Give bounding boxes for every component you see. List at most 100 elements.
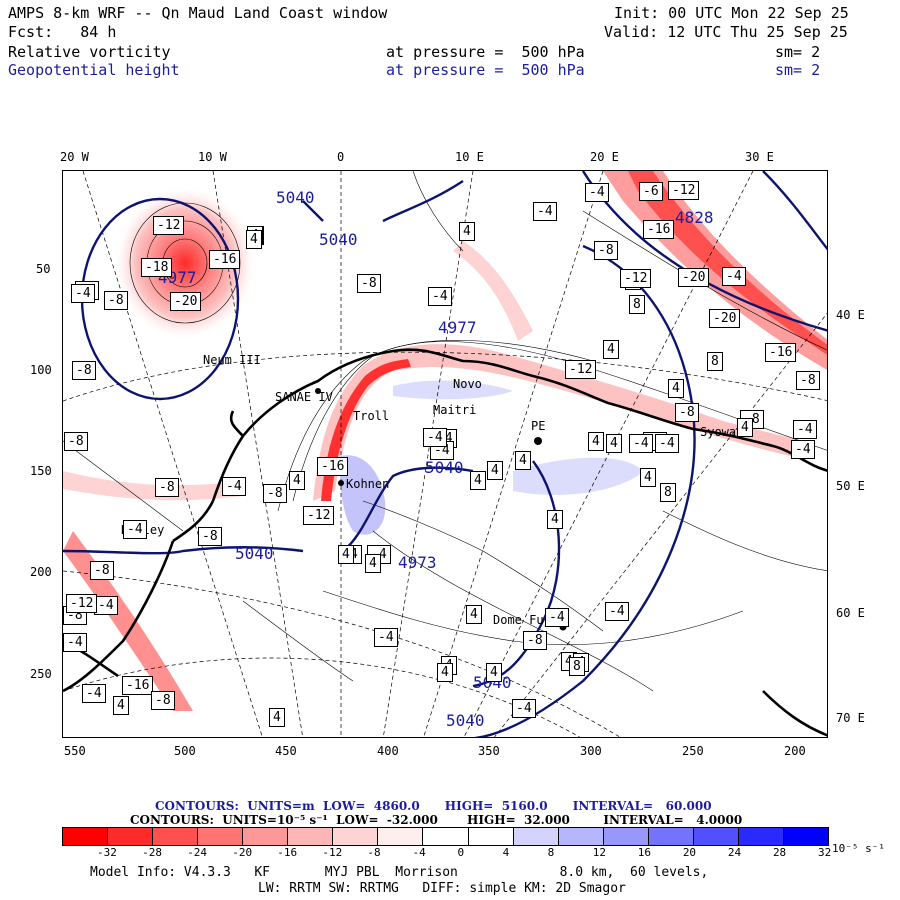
height-label: 4973	[398, 553, 437, 572]
x-tick-label: 250	[682, 744, 704, 758]
vorticity-value-box: -12	[620, 269, 652, 288]
forecast-hour: Fcst: 84 h	[8, 23, 117, 41]
vorticity-value-box: 4	[269, 708, 285, 727]
colorbar-tick-label: 28	[772, 846, 787, 859]
vorticity-value-box: -8	[594, 241, 618, 260]
vorticity-value-box: -18	[141, 258, 173, 277]
colorbar-cell	[107, 827, 154, 846]
colorbar-tick-label: 0	[457, 846, 465, 859]
map-svg	[63, 171, 827, 737]
vorticity-value-box: -4	[605, 602, 629, 621]
vorticity-value-box: -4	[655, 434, 679, 453]
vorticity-value-box: -4	[585, 183, 609, 202]
vorticity-value-box: 8	[569, 657, 585, 676]
vorticity-value-box: -8	[104, 291, 128, 310]
field2-smoothing: sm= 2	[775, 61, 821, 79]
vorticity-band-core	[321, 359, 411, 501]
vorticity-value-box: 4	[466, 605, 482, 624]
height-label: 5040	[319, 230, 358, 249]
vorticity-value-box: 4	[603, 340, 619, 359]
height-label: 5040	[425, 458, 464, 477]
vorticity-value-box: 4	[437, 663, 453, 682]
colorbar-tick-label: -20	[232, 846, 253, 859]
model-info-line1: Model Info: V4.3.3 KF MYJ PBL Morrison 8…	[90, 865, 709, 880]
field2-name: Geopotential height	[8, 61, 180, 79]
vorticity-value-box: 4	[606, 434, 622, 453]
colorbar-cell	[602, 827, 650, 846]
colorbar-cell	[422, 827, 470, 846]
vorticity-value-box: 8	[707, 352, 723, 371]
vorticity-value-box: -8	[155, 478, 179, 497]
station-label: Syowa	[700, 425, 737, 439]
vorticity-value-box: -4	[222, 477, 246, 496]
vorticity-value-box: 4	[547, 510, 563, 529]
vorticity-value-box: -8	[64, 432, 88, 451]
vorticity-value-box: -4	[512, 699, 536, 718]
vorticity-value-box: 4	[338, 545, 354, 564]
lon-label-top: 20 E	[590, 150, 619, 164]
vorticity-value-box: -8	[90, 561, 114, 580]
vorticity-value-box: -12	[66, 594, 98, 613]
vorticity-value-box: 4	[486, 663, 502, 682]
vorticity-value-box: 4	[365, 554, 381, 573]
station-label: Novo	[453, 377, 482, 391]
vorticity-value-box: -12	[153, 216, 185, 235]
y-tick-label: 50	[36, 262, 51, 276]
x-tick-label: 350	[478, 744, 500, 758]
vorticity-value-box: 4	[487, 461, 503, 480]
colorbar-tick-label: -12	[322, 846, 343, 859]
colorbar-cell	[197, 827, 244, 846]
vorticity-value-box: -4	[793, 420, 817, 439]
vorticity-value-box: -4	[63, 633, 87, 652]
field1-name: Relative vorticity	[8, 43, 171, 61]
vorticity-value-box: -4	[533, 202, 557, 221]
vorticity-value-box: -8	[523, 631, 547, 650]
colorbar-tick-label: 16	[637, 846, 651, 859]
colorbar-cell	[287, 827, 334, 846]
station-label: Neum III	[203, 353, 261, 367]
vorticity-value-box: -16	[643, 220, 675, 239]
station-markers	[315, 388, 567, 631]
vorticity-value-box: 4	[289, 471, 305, 490]
vorticity-value-box: -4	[71, 284, 95, 303]
height-contour-info: CONTOURS: UNITS=m LOW= 4860.0 HIGH= 5160…	[155, 799, 712, 813]
vorticity-value-box: -4	[722, 267, 746, 286]
height-label: 5040	[473, 673, 512, 692]
vorticity-value-box: -16	[122, 676, 154, 695]
x-tick-label: 450	[275, 744, 297, 758]
lon-label-right: 50 E	[836, 479, 865, 493]
station-label: PE	[531, 419, 546, 433]
colorbar-tick-label: 20	[682, 846, 697, 859]
colorbar-tick-label: -4	[412, 846, 426, 859]
lon-label-right: 60 E	[836, 606, 865, 620]
vorticity-value-box: 4	[246, 230, 262, 249]
colorbar-cell	[557, 827, 605, 846]
vorticity-value-box: -4	[374, 628, 398, 647]
x-tick-label: 500	[174, 744, 196, 758]
vorticity-contour-info: CONTOURS: UNITS=10⁻⁵ s⁻¹ LOW= -32.000 HI…	[130, 813, 743, 827]
colorbar-tick-label: -8	[367, 846, 381, 859]
vorticity-value-box: -8	[263, 484, 287, 503]
vorticity-value-box: 8	[629, 295, 645, 314]
colorbar-cell	[62, 827, 109, 846]
lon-label-top: 30 E	[745, 150, 774, 164]
vorticity-value-box: 4	[668, 379, 684, 398]
vorticity-value-box: -4	[428, 287, 452, 306]
x-tick-label: 300	[580, 744, 602, 758]
lon-label-right: 70 E	[836, 711, 865, 725]
map-panel: Neum III SANAE IV Troll Novo Maitri PE S…	[62, 170, 828, 738]
vorticity-value-box: -4	[423, 428, 447, 447]
vorticity-band-southwest-2	[63, 471, 243, 501]
colorbar-cell	[332, 827, 379, 846]
colorbar-tick-label: 4	[502, 846, 510, 859]
colorbar-tick-label: -32	[97, 846, 117, 859]
vorticity-value-box: -4	[545, 608, 569, 627]
model-info-line2: LW: RRTM SW: RRTMG DIFF: simple KM: 2D S…	[258, 881, 626, 896]
colorbar-tick-label: 32	[818, 846, 832, 859]
colorbar-cell	[692, 827, 740, 846]
vorticity-value-box: -12	[565, 360, 597, 379]
height-label: 4977	[438, 318, 477, 337]
field2-level: at pressure = 500 hPa	[386, 61, 585, 79]
vorticity-value-box: -8	[357, 274, 381, 293]
height-label: 5040	[446, 711, 485, 730]
